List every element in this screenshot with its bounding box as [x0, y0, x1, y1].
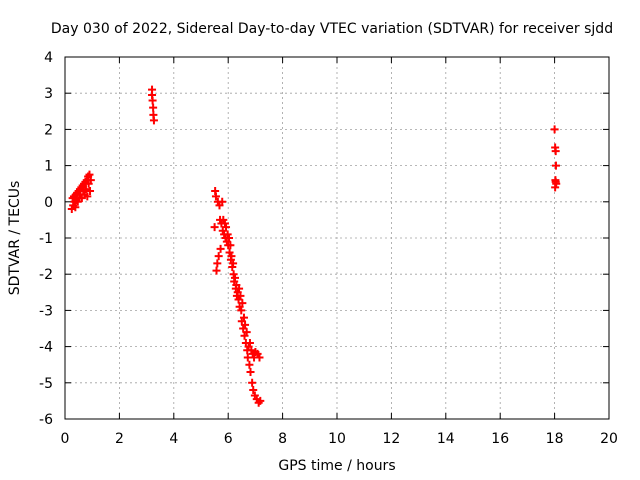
data-point	[212, 266, 221, 275]
data-point	[227, 252, 236, 261]
y-tick-label: -6	[39, 412, 53, 428]
y-tick-label: 0	[44, 195, 53, 211]
data-point	[245, 360, 254, 369]
data-point	[236, 291, 245, 300]
data-point	[551, 147, 560, 156]
data-point	[83, 192, 92, 201]
data-point	[245, 338, 254, 347]
data-point	[255, 353, 264, 362]
data-point	[71, 203, 80, 212]
data-point	[213, 259, 222, 268]
data-point	[229, 259, 238, 268]
data-point	[238, 299, 247, 308]
y-tick-label: -3	[39, 303, 53, 319]
data-point	[241, 320, 250, 329]
y-tick-label: 2	[44, 122, 53, 138]
data-point	[211, 192, 220, 201]
y-axis-label: SDTVAR / TECUs	[7, 181, 23, 296]
data-point	[216, 244, 225, 253]
chart-title: Day 030 of 2022, Sidereal Day-to-day VTE…	[51, 21, 613, 37]
x-tick-label: 4	[169, 431, 178, 447]
x-tick-label: 10	[328, 431, 346, 447]
data-point	[248, 378, 257, 387]
x-tick-label: 0	[61, 431, 70, 447]
data-point	[256, 396, 265, 405]
data-series	[67, 85, 561, 407]
data-point	[81, 185, 90, 194]
x-tick-label: 16	[491, 431, 509, 447]
data-point	[239, 313, 248, 322]
data-point	[551, 177, 560, 186]
data-point	[249, 386, 258, 395]
data-point	[85, 170, 94, 179]
data-point	[148, 91, 157, 100]
data-point	[86, 186, 95, 195]
y-tick-label: 1	[44, 159, 53, 175]
y-tick-label: -4	[39, 340, 53, 356]
data-point	[86, 176, 95, 185]
data-point	[218, 197, 227, 206]
data-point	[246, 367, 255, 376]
data-point	[149, 103, 158, 112]
y-tick-label: -2	[39, 267, 53, 283]
data-point	[226, 241, 235, 250]
data-point	[231, 273, 239, 282]
x-axis-label: GPS time / hours	[278, 458, 395, 474]
data-point	[237, 306, 246, 315]
y-tick-label: -5	[39, 376, 53, 392]
x-tick-label: 12	[382, 431, 400, 447]
data-point	[210, 223, 219, 232]
x-tick-label: 2	[115, 431, 124, 447]
y-tick-label: 4	[44, 50, 53, 66]
x-tick-label: 6	[224, 431, 233, 447]
data-point	[214, 252, 223, 261]
data-point	[149, 116, 158, 125]
y-tick-label: -1	[39, 231, 53, 247]
y-tick-label: 3	[44, 86, 53, 102]
data-point	[222, 223, 231, 232]
data-point	[225, 234, 234, 242]
grid-lines	[65, 57, 609, 419]
data-point	[551, 161, 560, 170]
data-point	[242, 328, 251, 337]
x-tick-label: 20	[600, 431, 618, 447]
x-tick-label: 14	[437, 431, 455, 447]
x-tick-label: 8	[278, 431, 287, 447]
data-point	[550, 125, 559, 134]
x-tick-label: 18	[546, 431, 564, 447]
data-point	[235, 284, 244, 293]
